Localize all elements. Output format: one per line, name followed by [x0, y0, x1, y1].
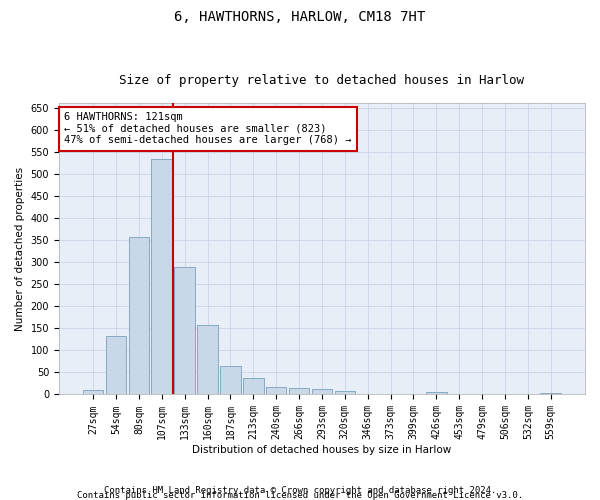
Bar — [128, 236, 149, 394]
Bar — [243, 378, 263, 394]
Bar — [175, 266, 195, 394]
Y-axis label: Number of detached properties: Number of detached properties — [15, 167, 25, 331]
Bar — [106, 336, 126, 394]
X-axis label: Distribution of detached houses by size in Harlow: Distribution of detached houses by size … — [193, 445, 452, 455]
Bar — [335, 391, 355, 394]
Bar — [197, 325, 218, 394]
Bar — [266, 388, 286, 394]
Title: Size of property relative to detached houses in Harlow: Size of property relative to detached ho… — [119, 74, 524, 87]
Text: 6, HAWTHORNS, HARLOW, CM18 7HT: 6, HAWTHORNS, HARLOW, CM18 7HT — [175, 10, 425, 24]
Bar — [289, 388, 310, 394]
Bar — [426, 392, 446, 394]
Text: Contains HM Land Registry data © Crown copyright and database right 2024.: Contains HM Land Registry data © Crown c… — [104, 486, 496, 495]
Bar — [541, 392, 561, 394]
Bar — [311, 389, 332, 394]
Bar — [83, 390, 103, 394]
Text: 6 HAWTHORNS: 121sqm
← 51% of detached houses are smaller (823)
47% of semi-detac: 6 HAWTHORNS: 121sqm ← 51% of detached ho… — [64, 112, 352, 146]
Bar — [151, 158, 172, 394]
Text: Contains public sector information licensed under the Open Government Licence v3: Contains public sector information licen… — [77, 491, 523, 500]
Bar — [220, 366, 241, 394]
